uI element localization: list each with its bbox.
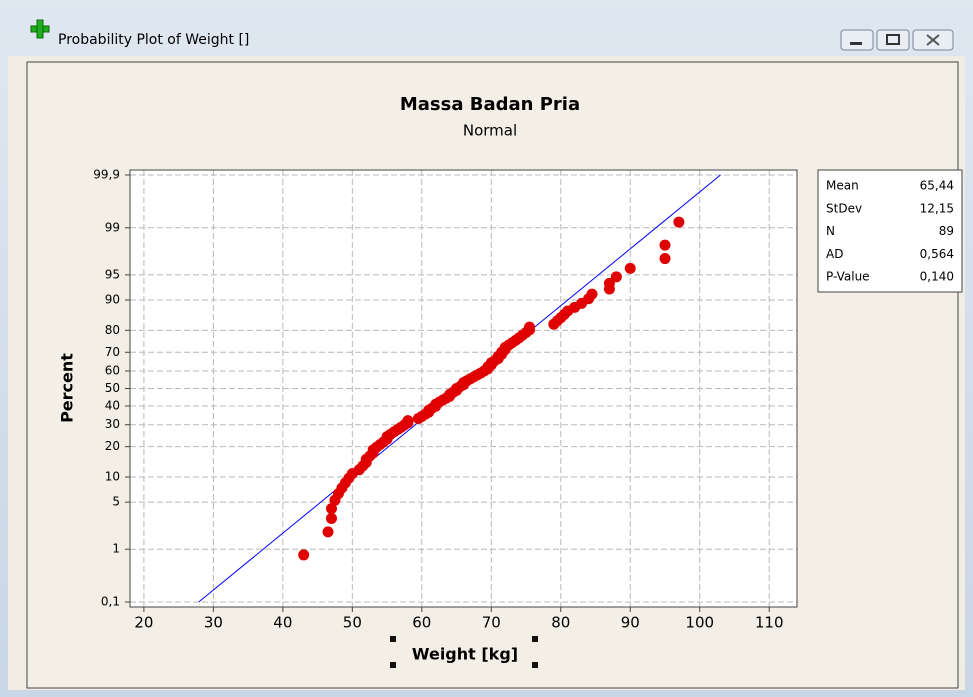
data-point [659, 239, 671, 251]
stat-label: Mean [826, 179, 859, 193]
y-tick-label: 20 [105, 439, 120, 453]
stat-label: P-Value [826, 270, 870, 284]
x-tick-label: 110 [755, 614, 784, 632]
data-point [322, 526, 334, 538]
data-point [402, 415, 414, 427]
y-tick-label: 95 [105, 267, 120, 281]
data-point [673, 216, 685, 228]
stat-value: 89 [939, 224, 954, 238]
stat-value: 0,140 [920, 270, 954, 284]
data-point [659, 253, 671, 265]
data-point [603, 277, 615, 289]
data-point [586, 288, 598, 300]
stat-value: 12,15 [920, 201, 954, 215]
stat-label: AD [826, 247, 843, 261]
x-tick-label: 70 [482, 614, 501, 632]
y-tick-label: 50 [105, 381, 120, 395]
y-tick-label: 90 [105, 292, 120, 306]
x-tick-label: 90 [621, 614, 640, 632]
y-tick-label: 0,1 [101, 595, 120, 609]
x-tick-label: 50 [343, 614, 362, 632]
selection-handles [390, 636, 538, 668]
chart-subtitle: Normal [463, 122, 517, 140]
stat-value: 65,44 [920, 179, 954, 193]
x-tick-label: 20 [134, 614, 153, 632]
stat-label: N [826, 224, 835, 238]
y-tick-label: 10 [105, 470, 120, 484]
y-tick-label: 99 [105, 220, 120, 234]
x-tick-label: 60 [412, 614, 431, 632]
x-tick-label: 30 [204, 614, 223, 632]
y-tick-label: 1 [112, 542, 120, 556]
y-tick-label: 40 [105, 399, 120, 413]
y-tick-label: 80 [105, 323, 120, 337]
y-axis-label: Percent [58, 353, 77, 423]
y-tick-label: 99,9 [93, 168, 120, 182]
y-tick-label: 70 [105, 345, 120, 359]
minimize-button[interactable] [840, 29, 874, 51]
y-tick-label: 30 [105, 417, 120, 431]
x-tick-label: 40 [273, 614, 292, 632]
stat-value: 0,564 [920, 247, 954, 261]
window-title: Probability Plot of Weight [] [58, 32, 249, 48]
stats-box [817, 169, 963, 293]
data-point [325, 503, 337, 515]
data-point [298, 549, 310, 561]
x-tick-label: 80 [551, 614, 570, 632]
data-point [624, 262, 636, 274]
plot-frame [129, 169, 798, 608]
y-tick-label: 60 [105, 363, 120, 377]
data-point [325, 512, 337, 524]
x-tick-label: 100 [685, 614, 714, 632]
close-button[interactable] [912, 29, 954, 51]
data-point [524, 321, 536, 333]
stat-label: StDev [826, 201, 862, 215]
x-axis-label: Weight [kg] [412, 645, 518, 664]
y-tick-label: 5 [112, 495, 120, 509]
chart-title: Massa Badan Pria [400, 94, 580, 115]
app-icon [30, 19, 50, 39]
maximize-button[interactable] [876, 29, 910, 51]
data-point [610, 271, 622, 283]
